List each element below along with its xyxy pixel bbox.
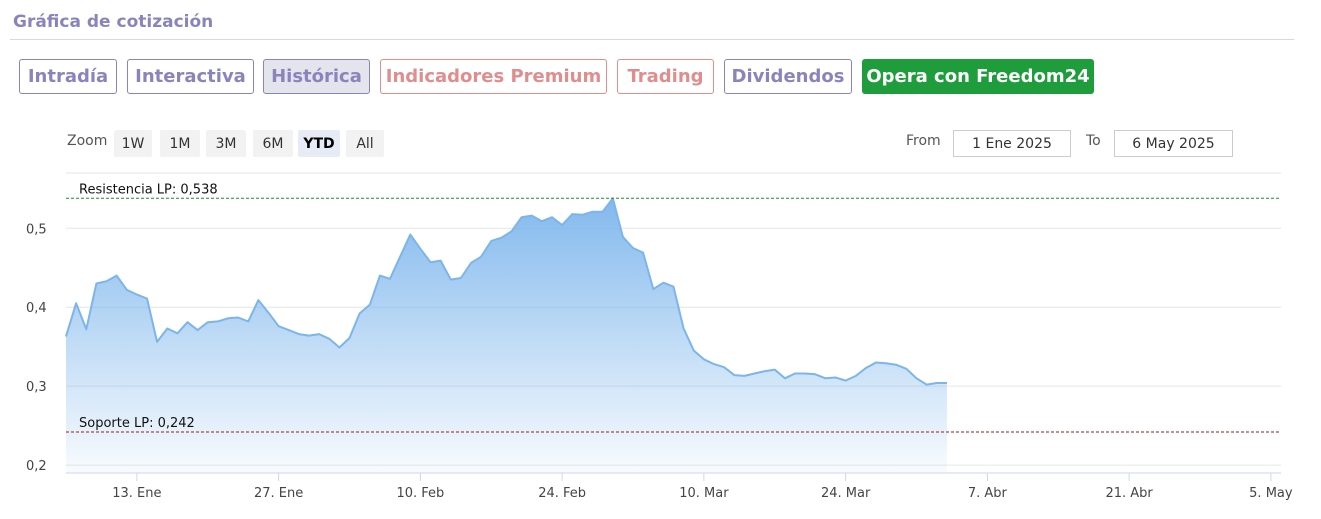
to-date-input[interactable]: 6 May 2025 — [1114, 130, 1233, 157]
x-tick-label: 21. Abr — [1105, 486, 1153, 501]
x-tick-label: 7. Abr — [968, 486, 1008, 501]
from-label: From — [906, 133, 941, 149]
zoom-6m-button[interactable]: 6M — [253, 130, 293, 157]
resistance-label: Resistencia LP: 0,538 — [79, 182, 218, 197]
x-tick-label: 24. Mar — [821, 486, 871, 501]
zoom-label: Zoom — [67, 133, 108, 149]
support-label: Soporte LP: 0,242 — [79, 416, 195, 431]
y-tick-label: 0,3 — [26, 380, 47, 395]
page-title: Gráfica de cotización — [13, 12, 214, 32]
to-label: To — [1086, 133, 1101, 149]
tab-dividendos[interactable]: Dividendos — [724, 59, 852, 94]
zoom-3m-button[interactable]: 3M — [206, 130, 246, 157]
price-area — [66, 198, 947, 474]
zoom-1w-button[interactable]: 1W — [114, 130, 152, 157]
from-date-input[interactable]: 1 Ene 2025 — [953, 130, 1071, 157]
y-tick-label: 0,2 — [26, 459, 47, 474]
y-tick-label: 0,4 — [26, 301, 47, 316]
x-tick-label: 5. May — [1249, 486, 1293, 501]
tab-indicadores-premium[interactable]: Indicadores Premium — [380, 59, 607, 94]
tab-intradia[interactable]: Intradía — [19, 59, 117, 94]
zoom-1m-button[interactable]: 1M — [160, 130, 200, 157]
tab-interactiva[interactable]: Interactiva — [127, 59, 254, 94]
x-tick-label: 27. Ene — [254, 486, 303, 501]
price-line — [65, 197, 947, 386]
x-tick-label: 10. Mar — [679, 486, 729, 501]
y-tick-label: 0,5 — [26, 222, 47, 237]
zoom-ytd-button[interactable]: YTD — [298, 130, 340, 157]
zoom-all-button[interactable]: All — [346, 130, 384, 157]
x-tick-label: 10. Feb — [396, 486, 444, 501]
x-tick-label: 24. Feb — [538, 486, 586, 501]
opera-freedom24-button[interactable]: Opera con Freedom24 — [862, 59, 1094, 94]
tab-historica[interactable]: Histórica — [263, 59, 370, 94]
title-divider — [10, 39, 1294, 40]
tab-trading[interactable]: Trading — [617, 59, 714, 94]
x-tick-label: 13. Ene — [112, 486, 161, 501]
